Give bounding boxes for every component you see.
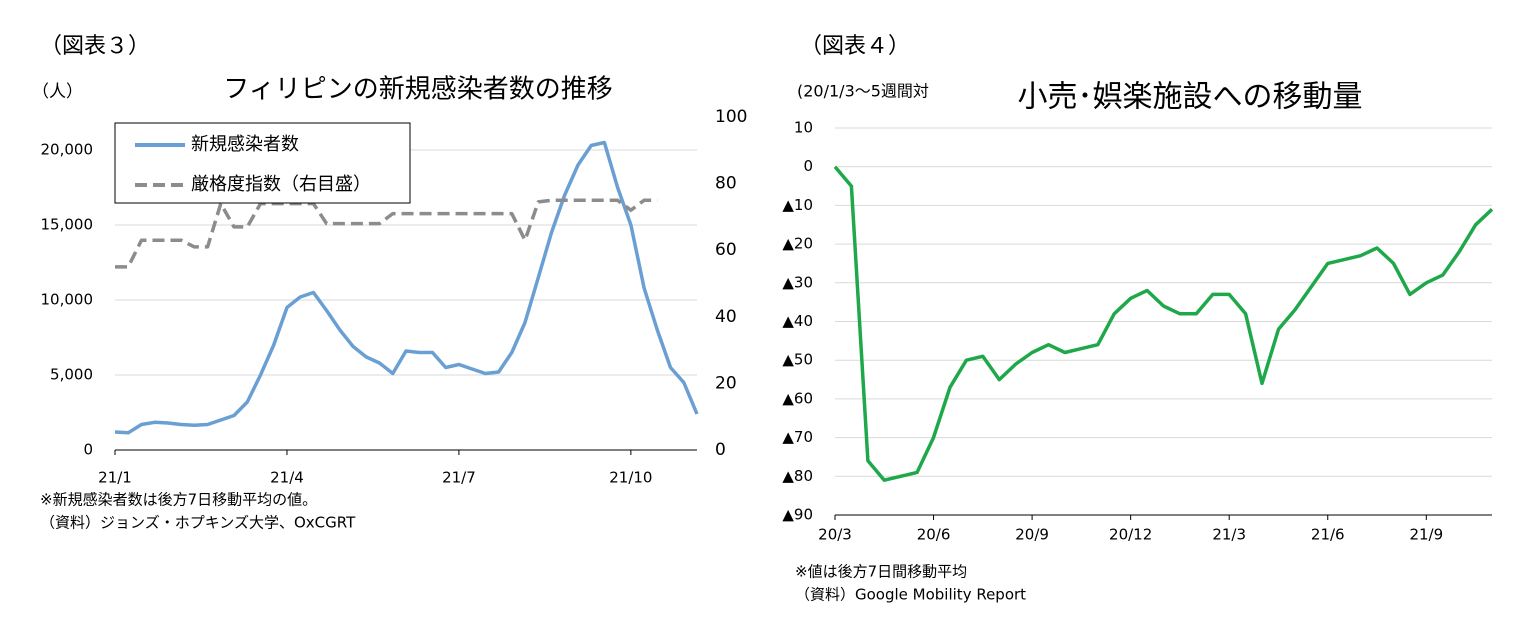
x-tick-label: 20/9 xyxy=(1015,526,1049,544)
x-tick-label: 20/3 xyxy=(818,526,852,544)
chart-title: フィリピンの新規感染者数の推移 xyxy=(223,75,612,105)
legend-box xyxy=(114,122,411,204)
x-tick-label: 20/12 xyxy=(1109,526,1152,544)
y2-tick-label: 20 xyxy=(715,373,737,393)
y-axis-label: （人） xyxy=(32,82,83,102)
y-tick-label: 10,000 xyxy=(41,291,94,309)
x-tick-label: 21/10 xyxy=(609,469,652,487)
y-tick-label: 0 xyxy=(83,441,93,459)
x-tick-label: 21/9 xyxy=(1409,526,1443,544)
y-tick-label: ▲90 xyxy=(782,506,813,524)
chart-title: 小売･娯楽施設への移動量 xyxy=(1018,80,1363,115)
legend-label: 厳格度指数（右目盛） xyxy=(191,174,371,195)
note: （資料）Google Mobility Report xyxy=(795,586,1026,604)
y-axis-label: (20/1/3～5週間対 xyxy=(797,82,929,101)
x-tick-label: 21/4 xyxy=(270,469,304,487)
y-tick-label: 10 xyxy=(794,119,813,137)
y-tick-label: ▲50 xyxy=(782,351,813,369)
x-tick-label: 21/1 xyxy=(98,469,132,487)
panel-label: （図表４） xyxy=(800,34,910,59)
y2-tick-label: 80 xyxy=(715,174,737,194)
x-tick-label: 21/7 xyxy=(442,469,476,487)
x-tick-label: 21/3 xyxy=(1212,526,1246,544)
note: ※値は後方7日間移動平均 xyxy=(795,563,967,581)
note: （資料）ジョンズ・ホプキンズ大学、OxCGRT xyxy=(40,514,356,532)
note: ※新規感染者数は後方7日移動平均の値。 xyxy=(40,491,317,509)
y-tick-label: 5,000 xyxy=(50,366,93,384)
y-tick-label: ▲20 xyxy=(782,235,813,253)
y-tick-label: ▲80 xyxy=(782,467,813,485)
y-tick-label: ▲10 xyxy=(782,196,813,214)
y-tick-label: 0 xyxy=(803,157,813,175)
y-tick-label: ▲70 xyxy=(782,428,813,446)
y2-tick-label: 0 xyxy=(715,440,726,460)
data-line xyxy=(833,165,1494,482)
data-line xyxy=(114,140,699,435)
y2-tick-label: 100 xyxy=(715,107,747,127)
y-tick-label: ▲30 xyxy=(782,273,813,291)
x-tick-label: 20/6 xyxy=(917,526,951,544)
y-tick-label: 15,000 xyxy=(41,216,94,234)
y-tick-label: ▲40 xyxy=(782,312,813,330)
y-tick-label: 20,000 xyxy=(41,141,94,159)
panel-label: （図表３） xyxy=(40,34,150,59)
index-line xyxy=(115,198,658,269)
x-tick-label: 21/6 xyxy=(1311,526,1345,544)
y-tick-label: ▲60 xyxy=(782,389,813,407)
y2-tick-label: 60 xyxy=(715,240,737,260)
y2-tick-label: 40 xyxy=(715,307,737,327)
legend-label: 新規感染者数 xyxy=(191,134,299,155)
